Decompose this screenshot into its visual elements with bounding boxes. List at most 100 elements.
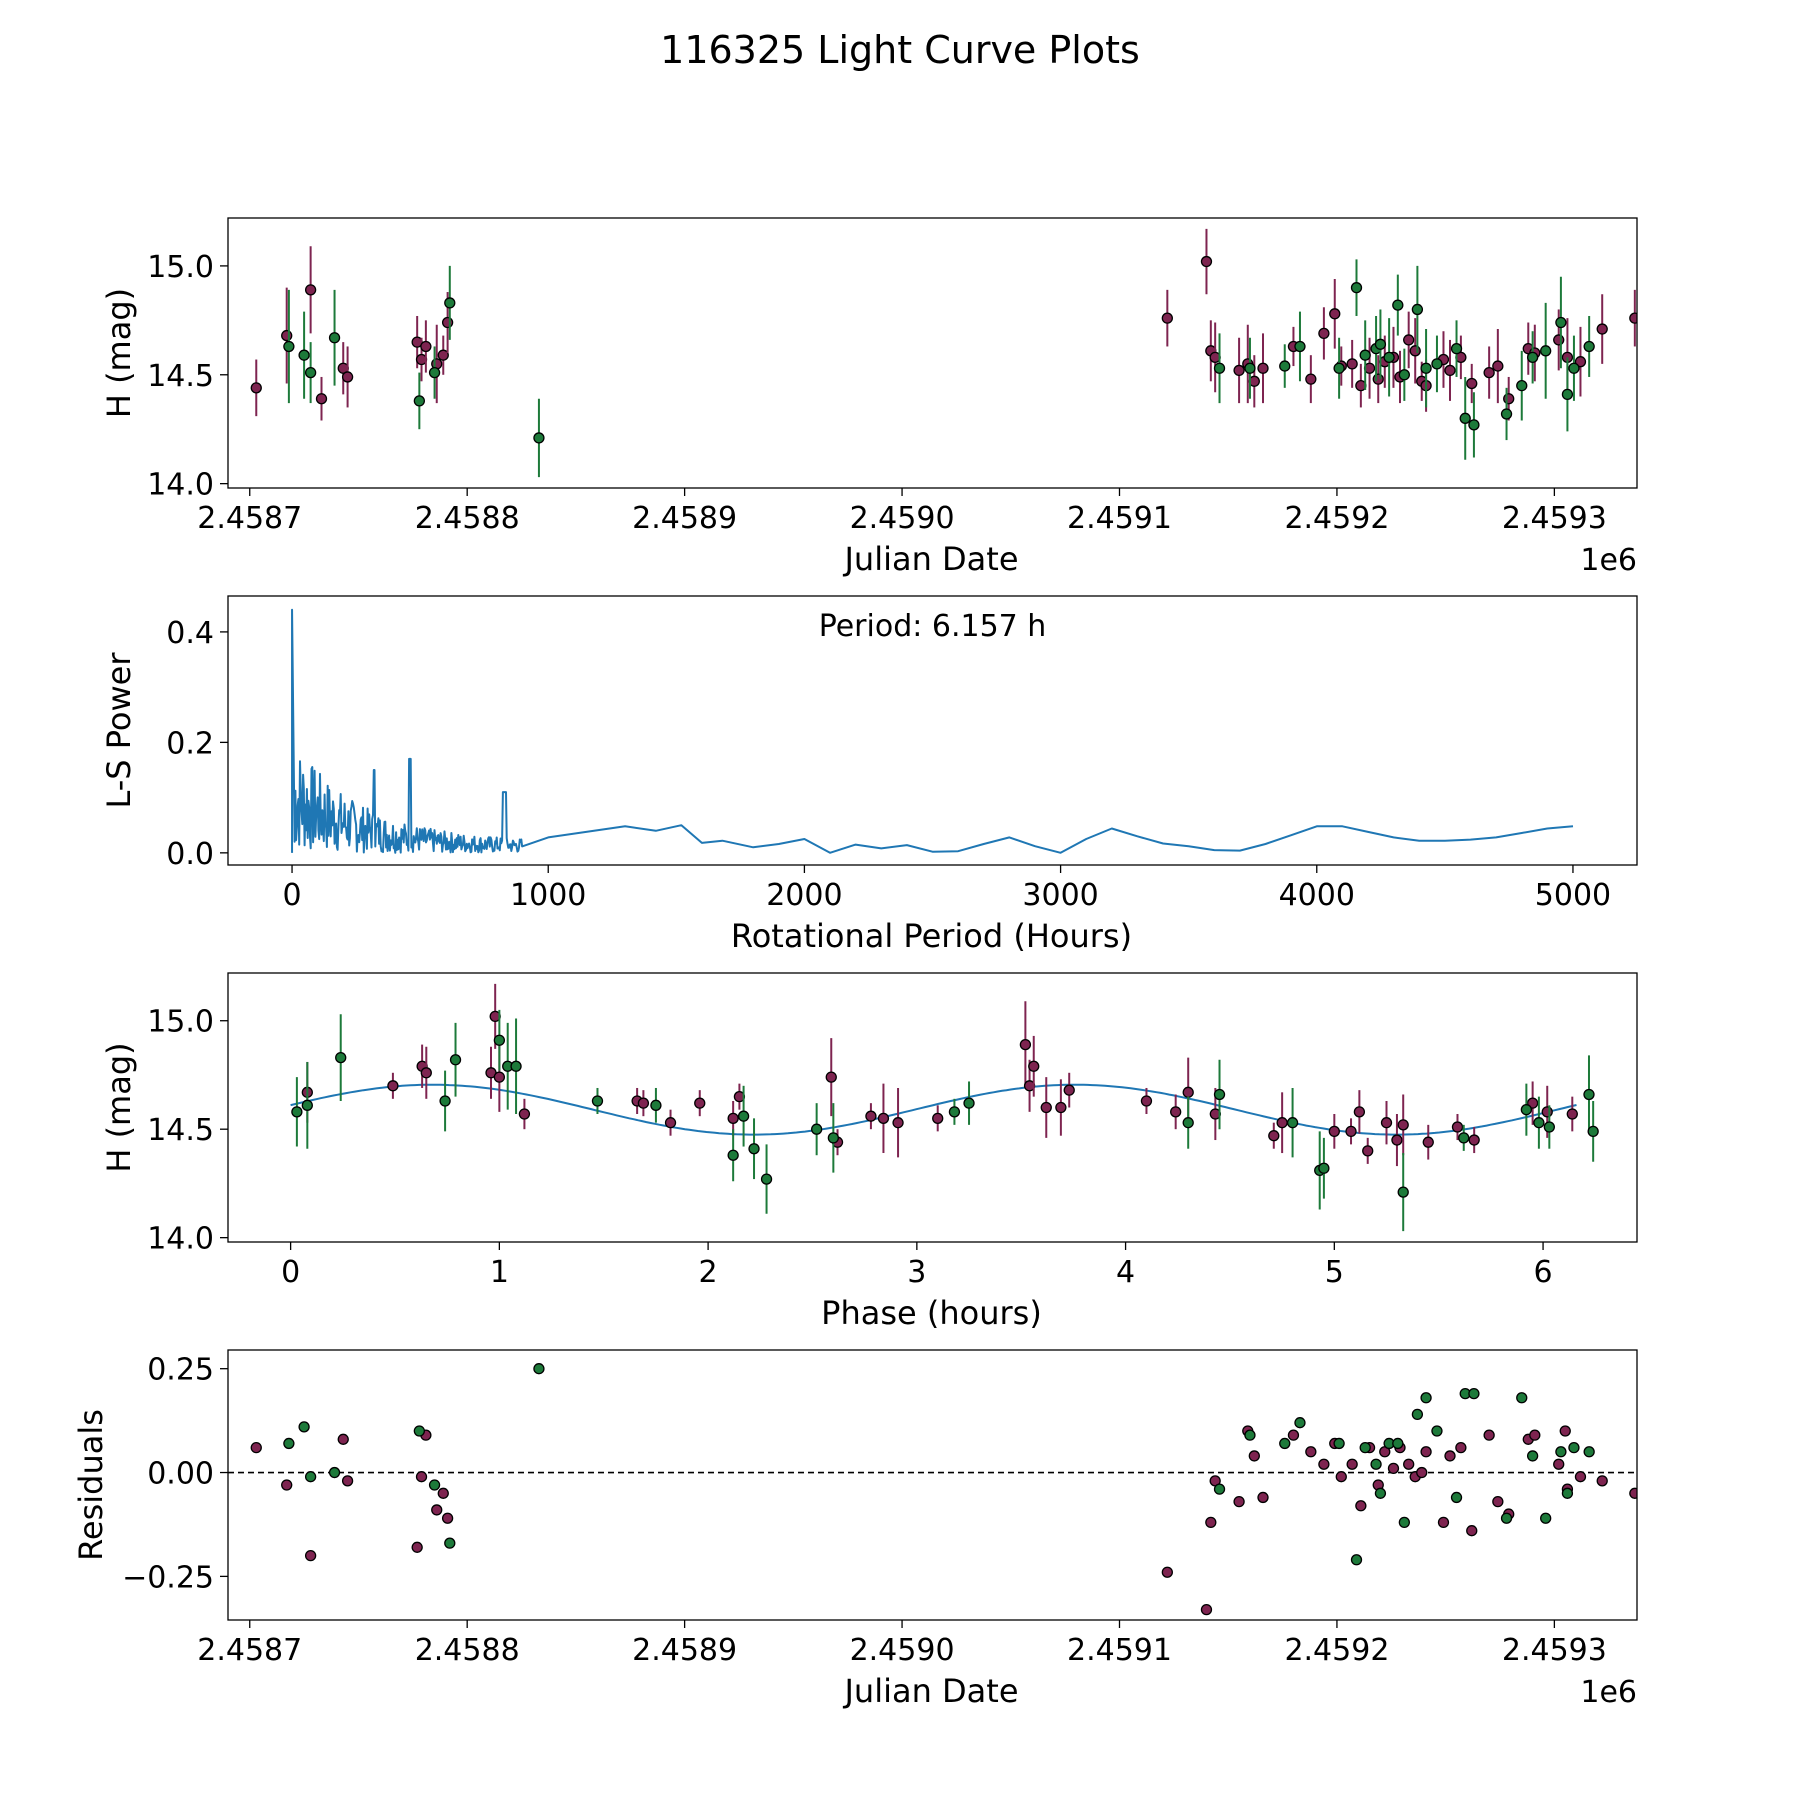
lightcurve-frame xyxy=(227,217,1638,489)
phased-point xyxy=(892,1117,904,1129)
residuals-plot-area xyxy=(228,1363,1637,1616)
lightcurve-point xyxy=(315,393,328,405)
phased-point xyxy=(1040,1101,1052,1114)
residuals-point xyxy=(1420,1446,1432,1458)
residuals-point xyxy=(304,1471,317,1483)
residuals-point xyxy=(1411,1408,1424,1421)
residuals-point xyxy=(1516,1392,1528,1404)
phased-point xyxy=(493,1071,506,1083)
phased-point xyxy=(1587,1125,1599,1138)
residuals-point xyxy=(441,1512,454,1524)
residuals-point xyxy=(413,1425,425,1437)
phased-point xyxy=(1213,1088,1226,1101)
phased-point xyxy=(1397,1119,1409,1131)
phased-point xyxy=(1533,1117,1545,1129)
periodogram-xtick-label: 5000 xyxy=(1535,878,1611,913)
lightcurve-point xyxy=(1516,380,1528,392)
residuals-point xyxy=(1466,1525,1478,1537)
lightcurve-ylabel: H (mag) xyxy=(100,288,138,418)
periodogram-frame xyxy=(227,595,1638,866)
lightcurve-xlabel: Julian Date xyxy=(842,540,1018,578)
residuals-point xyxy=(1540,1512,1552,1524)
phased-point xyxy=(1055,1101,1067,1114)
phased-point xyxy=(449,1054,462,1066)
residuals-point xyxy=(1583,1446,1595,1458)
phased-point xyxy=(420,1067,432,1079)
phased-xtick-label: 2 xyxy=(699,1255,718,1290)
lightcurve-point xyxy=(1374,338,1387,350)
lightcurve-point xyxy=(1409,345,1421,357)
residuals-xtick-label: 2.4589 xyxy=(632,1633,737,1668)
residuals-point xyxy=(415,1471,428,1483)
lightcurve-point xyxy=(437,349,449,361)
periodogram-ytick-label: 0.4 xyxy=(166,616,214,651)
residuals-point xyxy=(1233,1495,1245,1508)
residuals-xtick-label: 2.4590 xyxy=(850,1633,955,1668)
lightcurve-point xyxy=(1403,334,1415,346)
periodogram-plot-area xyxy=(291,608,1574,854)
lightcurve-point xyxy=(1466,377,1478,390)
phased-point xyxy=(1543,1121,1555,1133)
phased-point xyxy=(727,1112,739,1124)
phased-ylabel: H (mag) xyxy=(100,1042,138,1172)
lightcurve-point xyxy=(1526,351,1539,364)
lightcurve-point xyxy=(304,366,317,379)
lightcurve-point xyxy=(1411,303,1424,316)
lightcurve-xtick-label: 2.4588 xyxy=(415,501,520,536)
phased-point xyxy=(748,1143,760,1155)
lightcurve-xtick-label: 2.4591 xyxy=(1067,501,1172,536)
lightcurve-point xyxy=(1444,364,1456,377)
residuals-point xyxy=(1561,1487,1574,1499)
phased-point xyxy=(335,1051,347,1064)
lightcurve-xtick-label: 2.4590 xyxy=(850,501,955,536)
lightcurve-point xyxy=(328,332,341,344)
lightcurve-xtick-label: 2.4589 xyxy=(632,501,737,536)
lightcurve-point xyxy=(1483,366,1495,379)
residuals-point xyxy=(1359,1441,1371,1454)
residuals-xtick-label: 2.4587 xyxy=(197,1633,302,1668)
residuals-point xyxy=(1305,1446,1317,1458)
residuals-point xyxy=(444,1537,456,1549)
residuals-point xyxy=(1287,1429,1300,1441)
residuals-point xyxy=(304,1549,317,1562)
residuals-point xyxy=(250,1441,262,1454)
lightcurve-point xyxy=(283,340,295,353)
residuals-point xyxy=(1444,1450,1456,1462)
period-annotation: Period: 6.157 h xyxy=(819,609,1047,644)
phased-point xyxy=(1391,1134,1403,1146)
lightcurve-point xyxy=(1503,393,1515,405)
residuals-point xyxy=(1500,1512,1513,1524)
lightcurve-point xyxy=(420,340,432,353)
lightcurve-point xyxy=(1398,369,1410,381)
periodogram-xtick-label: 2000 xyxy=(766,878,842,913)
residuals-point xyxy=(1294,1417,1306,1429)
lightcurve-point xyxy=(1329,308,1341,320)
residuals-point xyxy=(328,1466,341,1479)
lightcurve-point xyxy=(1294,340,1306,353)
lightcurve-ytick-label: 14.5 xyxy=(147,359,214,394)
residuals-point xyxy=(1355,1500,1367,1512)
residuals-ylabel: Residuals xyxy=(72,1409,110,1561)
lightcurve-point xyxy=(1553,334,1565,346)
phased-ytick-label: 14.0 xyxy=(147,1222,214,1257)
residuals-xlabel: Julian Date xyxy=(842,1672,1018,1710)
residuals-point xyxy=(1559,1425,1571,1437)
phased-point xyxy=(591,1095,604,1107)
phased-xtick-label: 4 xyxy=(1116,1255,1135,1290)
residuals-xtick-label: 2.4592 xyxy=(1284,1633,1389,1668)
phased-xtick-label: 0 xyxy=(281,1255,300,1290)
phased-point xyxy=(1468,1134,1480,1146)
phased-point xyxy=(301,1099,313,1111)
residuals-point xyxy=(1398,1516,1410,1529)
residuals-point xyxy=(1568,1441,1580,1454)
residuals-point xyxy=(1431,1425,1443,1437)
residuals-point xyxy=(1403,1458,1415,1470)
residuals-point xyxy=(1529,1429,1541,1441)
phased-xlabel: Phase (hours) xyxy=(821,1294,1042,1332)
lightcurve-point xyxy=(1561,388,1574,401)
lightcurve-point xyxy=(444,297,456,309)
figure-title: 116325 Light Curve Plots xyxy=(660,28,1140,72)
phased-point xyxy=(518,1108,531,1120)
residuals-point xyxy=(1553,1458,1565,1470)
phased-point xyxy=(1422,1136,1434,1148)
